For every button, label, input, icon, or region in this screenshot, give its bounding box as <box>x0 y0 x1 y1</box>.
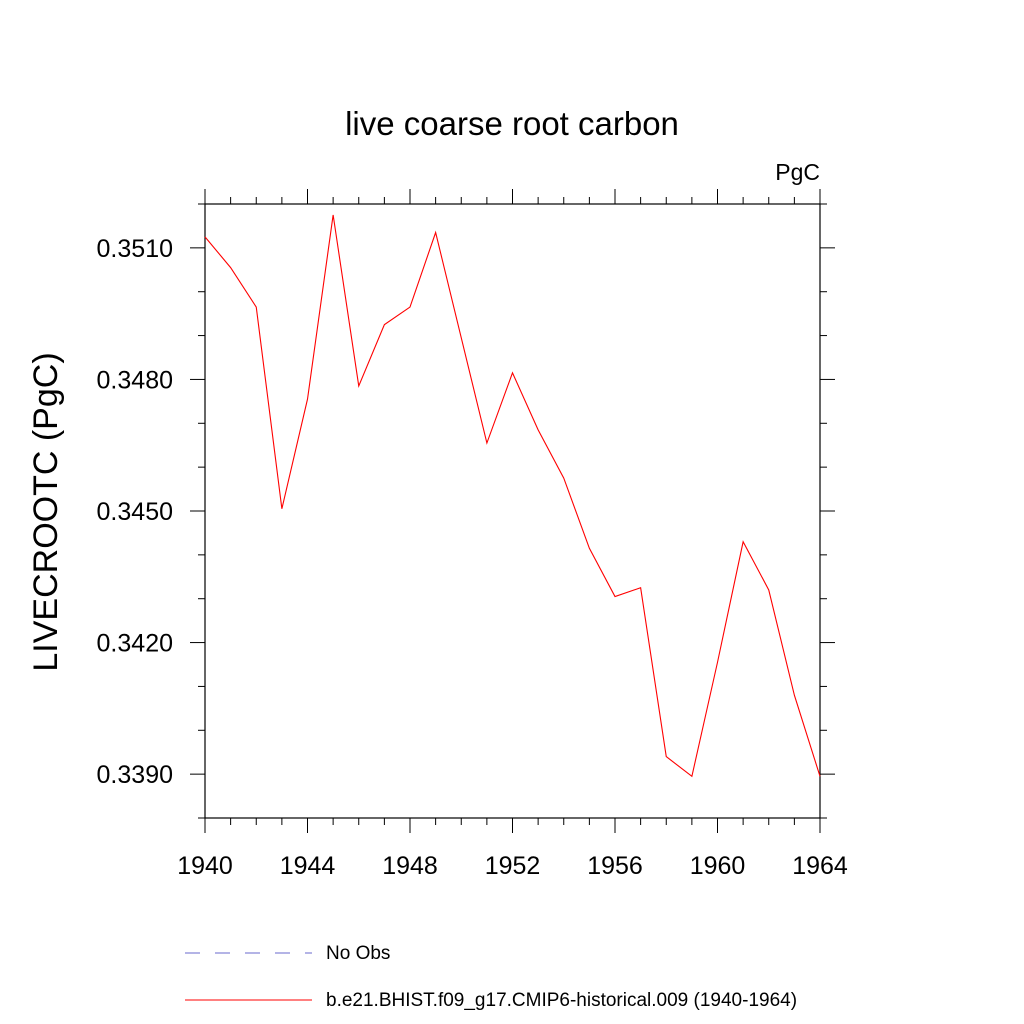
series-line-0 <box>204 214 821 778</box>
x-tick-label: 1940 <box>177 852 233 880</box>
y-tick-label: 0.3390 <box>97 761 173 789</box>
x-tick-label: 1952 <box>485 852 541 880</box>
legend-label-model-run: b.e21.BHIST.f09_g17.CMIP6-historical.009… <box>326 990 797 1011</box>
y-axis-label: LIVECROOTC (PgC) <box>27 352 65 671</box>
y-tick-label: 0.3450 <box>97 498 173 526</box>
x-tick-label: 1964 <box>792 852 848 880</box>
units-label: PgC <box>775 159 820 185</box>
x-tick-label: 1956 <box>587 852 643 880</box>
y-tick-label: 0.3510 <box>97 235 173 263</box>
y-tick-label: 0.3420 <box>97 630 173 658</box>
plot-frame <box>204 203 821 819</box>
axes: 1940 1944 1948 1952 1956 1960 1964 0.3390 0.3420… <box>97 189 848 880</box>
legend: No Obs b.e21.BHIST.f09_g17.CMIP6-histori… <box>185 943 797 1011</box>
x-tick-label: 1944 <box>280 852 336 880</box>
legend-label-no-obs: No Obs <box>326 943 390 964</box>
chart-title: live coarse root carbon <box>345 105 679 142</box>
x-tick-label: 1960 <box>690 852 746 880</box>
y-tick-label: 0.3480 <box>97 366 173 394</box>
x-tick-label: 1948 <box>382 852 438 880</box>
plot-lines <box>204 214 821 778</box>
